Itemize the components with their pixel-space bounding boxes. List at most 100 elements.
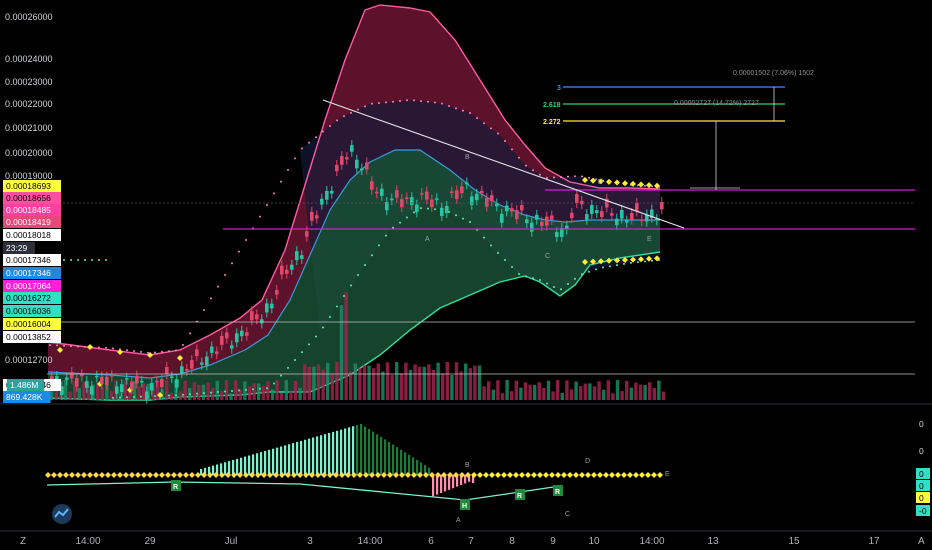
- candle: [550, 215, 554, 220]
- oscillator-pattern-label: C: [565, 511, 570, 518]
- zero-line-dot: [627, 472, 633, 478]
- upper-envelope-dot: [497, 132, 499, 135]
- histogram-bar: [268, 449, 271, 475]
- zero-line-dot: [513, 472, 519, 478]
- lower-envelope-dot: [427, 207, 429, 210]
- auto-scale-button[interactable]: A: [918, 536, 925, 547]
- histogram-bar: [324, 434, 327, 475]
- histogram-bar: [340, 429, 343, 475]
- signal-marker: [87, 344, 93, 350]
- signal-marker: [117, 349, 123, 355]
- candle: [575, 194, 579, 204]
- volume-bar: [289, 391, 293, 400]
- upper-envelope-dot: [644, 184, 646, 187]
- zero-line-dot: [315, 472, 321, 478]
- zero-line-dot: [111, 472, 117, 478]
- divergence-badge: [515, 489, 525, 500]
- zero-line-dot: [255, 472, 261, 478]
- zero-line-dot: [363, 472, 369, 478]
- upper-envelope-dot: [287, 169, 289, 171]
- upper-envelope-dot: [427, 100, 429, 103]
- zero-line-dot: [81, 472, 87, 478]
- price-tick-label: 0.00012700: [5, 355, 53, 365]
- trend-line[interactable]: [322, 99, 685, 229]
- volume-bar: [59, 392, 63, 400]
- candle: [600, 211, 604, 218]
- lower-envelope-dot: [245, 388, 247, 391]
- upper-envelope-dot: [217, 285, 219, 288]
- histogram-bar: [472, 475, 475, 483]
- time-tick-label: 7: [468, 536, 474, 547]
- volume-bar: [257, 383, 261, 400]
- signal-marker: [646, 255, 652, 262]
- lower-envelope-dot: [322, 326, 324, 329]
- volume-bar: [450, 375, 454, 400]
- price-badge-label: 0.00018656: [6, 193, 51, 203]
- lower-envelope-dot: [217, 391, 219, 394]
- histogram-bar: [456, 475, 459, 487]
- candle: [215, 351, 219, 355]
- price-badge-label: 0.00018485: [6, 205, 51, 215]
- candle: [125, 378, 129, 380]
- upper-envelope-dot: [315, 136, 317, 139]
- histogram-bar: [288, 444, 291, 475]
- histogram-bar: [444, 475, 447, 492]
- price-tick-label: 0.00024000: [5, 54, 53, 64]
- time-tick-label: 14:00: [75, 536, 100, 547]
- zero-line-dot: [141, 472, 147, 478]
- upper-envelope-dot: [77, 345, 79, 348]
- histogram-bar: [404, 452, 407, 475]
- lower-envelope-dot: [294, 359, 296, 361]
- oscillator-pane[interactable]: ABCDEHRRRR00000-0: [0, 403, 932, 524]
- histogram-bar: [448, 475, 451, 490]
- pattern-point-label: D: [598, 179, 603, 186]
- price-pane[interactable]: 3 0.00001502 (7.06%) 1502 2.618 0.00002727 …: [47, 4, 915, 405]
- histogram-bar: [280, 446, 283, 475]
- volume-bar: [528, 384, 532, 400]
- volume-bar: [63, 380, 68, 400]
- candle: [80, 374, 84, 377]
- price-axis[interactable]: 0.00026000 0.00024000 0.00023000 0.00022000…: [5, 12, 53, 365]
- zero-line-dot: [201, 472, 207, 478]
- signal-marker: [606, 257, 612, 264]
- signal-marker: [157, 392, 163, 398]
- fib-level-label: 2.272: [543, 119, 561, 126]
- volume-bar: [510, 391, 514, 400]
- price-badge: [3, 242, 35, 254]
- histogram-bar: [432, 475, 435, 497]
- histogram-bar: [424, 465, 427, 475]
- histogram-bar: [388, 442, 391, 475]
- zero-line-dot: [543, 472, 549, 478]
- price-tick-label: 0.00019000: [5, 171, 53, 181]
- lower-envelope-dot: [392, 226, 394, 229]
- histogram-bar: [392, 444, 395, 475]
- upper-envelope-dot: [280, 180, 282, 183]
- candle: [455, 190, 459, 199]
- histogram-bar: [240, 457, 243, 475]
- candle: [175, 379, 179, 388]
- candle: [645, 214, 649, 222]
- volume-bar: [592, 386, 597, 400]
- candle: [145, 391, 149, 400]
- upper-envelope-dot: [469, 112, 471, 114]
- candle: [135, 375, 139, 384]
- price-badge-label: 0.00017346: [6, 255, 51, 265]
- zero-line-dot: [537, 472, 543, 478]
- zero-line-dot: [135, 472, 141, 478]
- volume-bar: [284, 380, 288, 400]
- oscillator-value-badge: [916, 492, 930, 503]
- histogram-bar: [356, 425, 359, 475]
- time-tick-label: 6: [428, 536, 434, 547]
- zero-line-dot: [309, 472, 315, 478]
- candle: [95, 375, 99, 378]
- pattern-point-label: E: [647, 236, 652, 243]
- candle: [660, 202, 664, 210]
- zero-line-dot: [495, 472, 501, 478]
- volume-bar: [381, 371, 385, 400]
- lower-envelope-dot: [497, 252, 499, 254]
- time-axis[interactable]: 14:00 29 Jul 3 14:00 6 7 8 9 10 14:00 13 15 17 Z A: [0, 530, 932, 547]
- zoom-reset-button[interactable]: Z: [20, 536, 26, 547]
- upper-band-line: [47, 4, 661, 356]
- histogram-bar: [236, 458, 239, 475]
